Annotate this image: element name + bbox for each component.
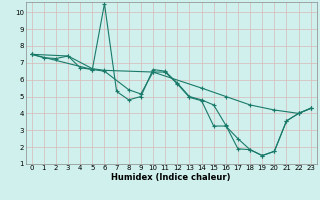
X-axis label: Humidex (Indice chaleur): Humidex (Indice chaleur) — [111, 173, 231, 182]
